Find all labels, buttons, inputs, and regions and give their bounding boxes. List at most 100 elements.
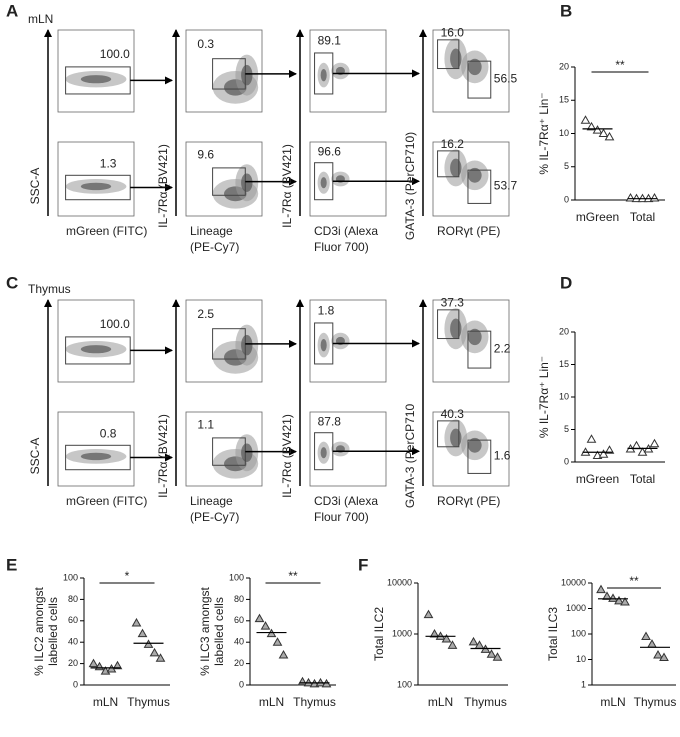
gate bbox=[467, 169, 492, 204]
y-axis-label: SSC-A bbox=[28, 168, 42, 205]
cell-population-core bbox=[241, 173, 253, 192]
y-tick-label: 1 bbox=[581, 679, 586, 689]
gate bbox=[437, 309, 460, 340]
x-axis-label: mGreen (FITC) bbox=[66, 224, 147, 238]
data-point bbox=[447, 640, 458, 649]
panel-label: D bbox=[560, 273, 572, 292]
gate-percent: 1.1 bbox=[197, 417, 214, 431]
y-tick-label: 100 bbox=[397, 679, 412, 689]
y-axis-label: SSC-A bbox=[28, 438, 42, 475]
panel-label: C bbox=[6, 273, 18, 292]
panel-label: B bbox=[560, 1, 572, 20]
data-point bbox=[254, 613, 265, 623]
y-tick-label: 15 bbox=[559, 95, 569, 105]
data-point bbox=[631, 440, 642, 450]
x-axis-label: CD3i (Alexa bbox=[314, 224, 378, 238]
significance-label: * bbox=[125, 569, 130, 583]
y-tick-label: 20 bbox=[559, 61, 569, 71]
data-point bbox=[468, 636, 479, 646]
y-tick-label: 5 bbox=[564, 424, 569, 434]
y-tick-label: 20 bbox=[559, 326, 569, 336]
data-point bbox=[586, 121, 597, 131]
cell-population-core bbox=[320, 447, 327, 459]
data-point bbox=[641, 631, 651, 640]
gate-percent: 37.3 bbox=[441, 295, 465, 309]
data-point bbox=[88, 658, 99, 668]
cell-population-core bbox=[320, 177, 327, 189]
x-tick-label: Thymus bbox=[127, 695, 170, 709]
y-tick-label: 80 bbox=[234, 594, 244, 604]
data-point bbox=[278, 650, 289, 659]
gate-percent: 1.8 bbox=[318, 304, 335, 318]
y-axis-label: Total ILC3 bbox=[546, 607, 560, 661]
x-axis-label: RORγt (PE) bbox=[437, 224, 500, 238]
gate-percent: 16.0 bbox=[441, 25, 465, 39]
gate bbox=[437, 39, 460, 70]
y-axis-label: % ILC3 amongst bbox=[198, 586, 212, 675]
x-tick-label: mGreen bbox=[576, 210, 619, 224]
cell-population-core bbox=[467, 437, 482, 453]
cell-population-core bbox=[450, 428, 462, 448]
data-point bbox=[592, 125, 603, 134]
y-tick-label: 100 bbox=[229, 572, 244, 582]
cell-population-core bbox=[241, 443, 253, 462]
data-point bbox=[604, 445, 615, 454]
y-tick-label: 10000 bbox=[387, 577, 412, 587]
y-axis-label: IL-7Rα (BV421) bbox=[280, 414, 294, 498]
gate-percent: 53.7 bbox=[494, 179, 518, 193]
data-point bbox=[492, 652, 503, 661]
data-point bbox=[272, 637, 283, 646]
gate-percent: 2.2 bbox=[494, 341, 511, 355]
x-tick-label: Thymus bbox=[464, 695, 507, 709]
gate bbox=[437, 150, 460, 178]
flow-plot bbox=[57, 299, 135, 383]
x-tick-label: Total bbox=[630, 210, 655, 224]
gate bbox=[467, 330, 492, 369]
gate-percent: 1.3 bbox=[100, 156, 117, 170]
data-point bbox=[580, 115, 591, 124]
y-axis-label: IL-7Rα (BV421) bbox=[156, 414, 170, 498]
y-axis-label: Total ILC2 bbox=[372, 607, 386, 661]
cell-population-core bbox=[320, 338, 327, 352]
y-axis-label: % IL-7Rα⁺ Lin⁻ bbox=[537, 356, 551, 438]
data-point bbox=[649, 438, 660, 448]
y-tick-label: 100 bbox=[571, 628, 586, 638]
y-axis-label: GATA-3 (PerCP710) bbox=[403, 132, 417, 240]
y-tick-label: 100 bbox=[63, 572, 78, 582]
cell-population-core bbox=[467, 167, 482, 183]
y-axis-label: % IL-7Rα⁺ Lin⁻ bbox=[537, 92, 551, 174]
y-tick-label: 20 bbox=[68, 658, 78, 668]
y-tick-label: 40 bbox=[234, 637, 244, 647]
x-tick-label: mLN bbox=[259, 695, 284, 709]
y-axis-label: GATA-3 (PerCP710 bbox=[403, 404, 417, 509]
x-tick-label: Total bbox=[630, 472, 655, 486]
significance-label: ** bbox=[288, 569, 298, 583]
y-axis-label: labelled cells bbox=[212, 597, 226, 666]
y-tick-label: 20 bbox=[234, 658, 244, 668]
gate-percent: 0.3 bbox=[197, 37, 214, 51]
y-tick-label: 0 bbox=[73, 679, 78, 689]
gate-percent: 89.1 bbox=[318, 34, 342, 48]
x-tick-label: mLN bbox=[93, 695, 118, 709]
data-point bbox=[112, 660, 123, 670]
y-axis-label: IL-7Rα (BV421) bbox=[156, 144, 170, 228]
panel-label: E bbox=[6, 555, 17, 574]
gate-percent: 56.5 bbox=[494, 71, 518, 85]
data-point bbox=[137, 628, 148, 638]
y-tick-label: 1000 bbox=[392, 628, 412, 638]
y-tick-label: 0 bbox=[239, 679, 244, 689]
y-tick-label: 0 bbox=[564, 456, 569, 466]
gate bbox=[437, 420, 460, 448]
data-point bbox=[647, 639, 657, 648]
cell-population-core bbox=[80, 75, 112, 84]
x-axis-label: (PE-Cy7) bbox=[190, 240, 239, 254]
y-tick-label: 60 bbox=[68, 615, 78, 625]
y-tick-label: 1000 bbox=[566, 603, 586, 613]
gate-percent: 2.5 bbox=[197, 307, 214, 321]
data-point bbox=[441, 633, 452, 643]
data-point bbox=[486, 649, 497, 658]
cell-population-core bbox=[450, 318, 462, 339]
x-axis-label: mGreen (FITC) bbox=[66, 494, 147, 508]
gate-percent: 96.6 bbox=[318, 145, 342, 159]
